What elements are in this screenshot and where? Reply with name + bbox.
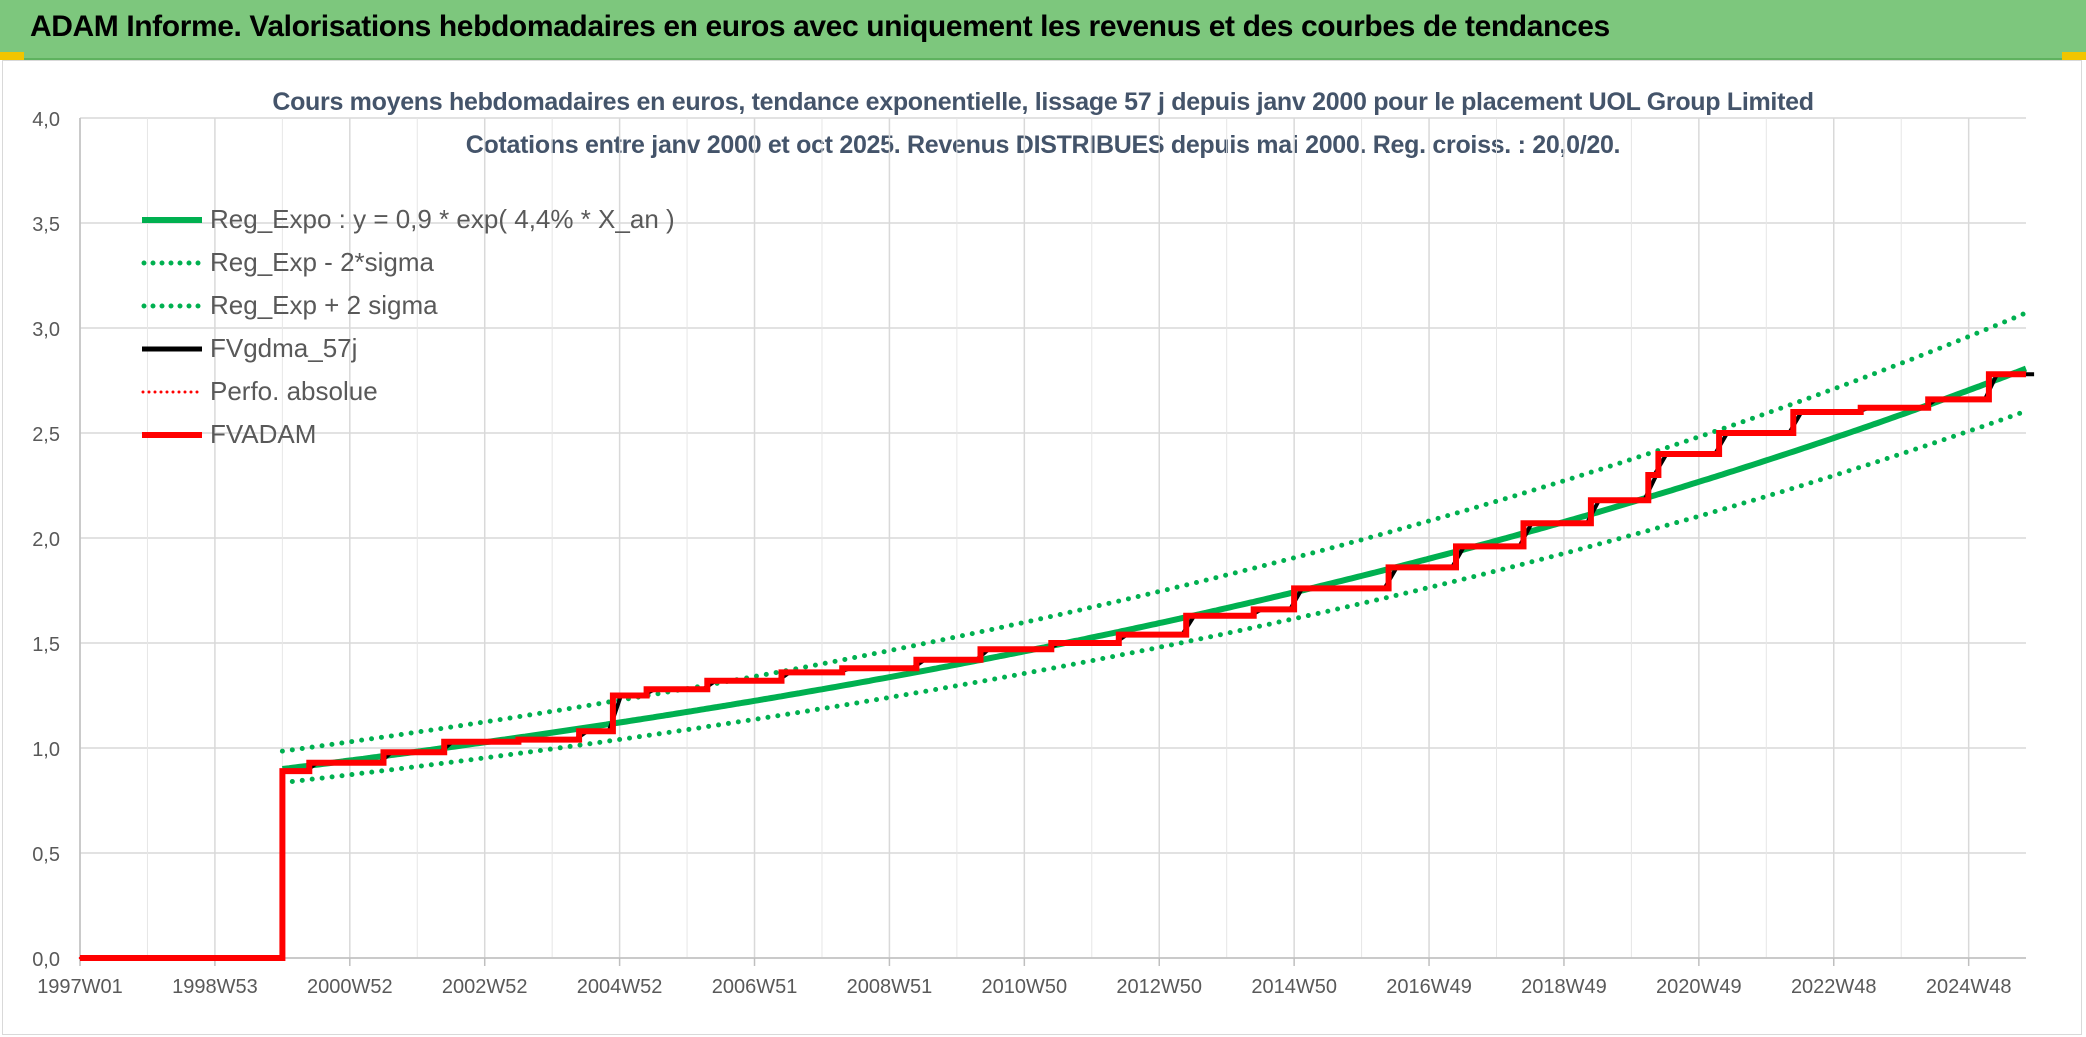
x-tick-label: 2020W49 (1656, 976, 1742, 998)
legend-swatch-reg-exp-plus (141, 303, 205, 309)
x-tick-label: 2016W49 (1386, 976, 1472, 998)
legend-swatch-fvadam (142, 432, 202, 438)
legend-swatch-reg-expo (142, 217, 202, 223)
series-reg-exp-minus-2sigma (279, 408, 2029, 786)
report-title: ADAM Informe. Valorisations hebdomadaire… (30, 10, 1610, 43)
report-header: ADAM Informe. Valorisations hebdomadaire… (0, 0, 2086, 60)
x-tick-label: 2014W50 (1251, 976, 1337, 998)
y-tick-label: 4,0 (32, 109, 60, 131)
legend-label-perfo: Perfo. absolue (210, 376, 378, 406)
legend-label-reg-expo: Reg_Expo : y = 0,9 * exp( 4,4% * X_an ) (210, 204, 675, 234)
legend-item-fvgdma: FVgdma_57j (140, 329, 740, 369)
x-tick-label: 2010W50 (982, 976, 1068, 998)
x-tick-label: 2002W52 (442, 976, 528, 998)
x-tick-label: 2000W52 (307, 976, 393, 998)
chart-frame (2, 60, 2082, 1035)
legend-swatch-fvgdma (142, 346, 202, 352)
series-fvadam (80, 371, 2026, 961)
legend-label-reg-exp-minus: Reg_Exp - 2*sigma (210, 247, 434, 277)
x-tick-label: 1998W53 (172, 976, 258, 998)
x-tick-label: 2024W48 (1926, 976, 2012, 998)
y-tick-label: 1,5 (32, 634, 60, 656)
chart-title: Cours moyens hebdomadaires en euros, ten… (272, 88, 1814, 116)
x-tick-label: 2018W49 (1521, 976, 1607, 998)
legend-item-perfo: Perfo. absolue (140, 372, 740, 412)
y-tick-label: 2,5 (32, 424, 60, 446)
legend-swatch-reg-exp-minus (141, 260, 205, 266)
x-tick-label: 2004W52 (577, 976, 663, 998)
legend-swatch-perfo (141, 390, 204, 394)
legend-item-reg-expo: Reg_Expo : y = 0,9 * exp( 4,4% * X_an ) (140, 200, 740, 240)
corner-mark-right (2062, 52, 2086, 60)
x-tick-label: 2022W48 (1791, 976, 1877, 998)
x-tick-label: 2008W51 (847, 976, 933, 998)
y-tick-label: 0,0 (32, 949, 60, 971)
y-tick-label: 0,5 (32, 844, 60, 866)
y-tick-label: 3,0 (32, 319, 60, 341)
x-tick-label: 1997W01 (37, 976, 123, 998)
y-tick-label: 3,5 (32, 214, 60, 236)
corner-mark-left (0, 52, 24, 60)
y-tick-label: 2,0 (32, 529, 60, 551)
legend-label-fvgdma: FVgdma_57j (210, 333, 358, 363)
chart-subtitle: Cotations entre janv 2000 et oct 2025. R… (465, 131, 1621, 159)
legend-label-reg-exp-plus: Reg_Exp + 2 sigma (210, 290, 438, 320)
y-tick-label: 1,0 (32, 739, 60, 761)
legend-item-reg-exp-plus: Reg_Exp + 2 sigma (140, 286, 740, 326)
series-fvgdma-57j (80, 372, 2035, 960)
legend-item-reg-exp-minus: Reg_Exp - 2*sigma (140, 243, 740, 283)
legend-item-fvadam: FVADAM (140, 415, 740, 455)
x-tick-label: 2012W50 (1116, 976, 1202, 998)
x-tick-label: 2006W51 (712, 976, 798, 998)
series-reg-expo (282, 365, 2028, 772)
series-reg-exp-plus-2sigma (279, 310, 2029, 754)
legend-label-fvadam: FVADAM (210, 419, 317, 449)
